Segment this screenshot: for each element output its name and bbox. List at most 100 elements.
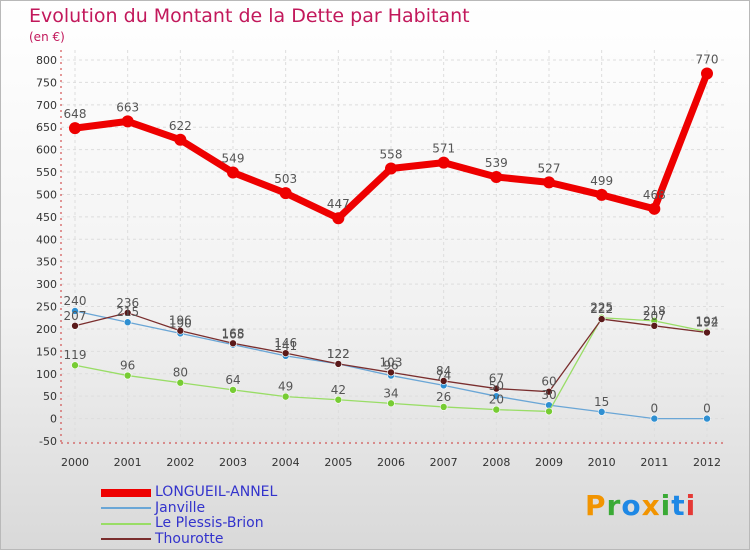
data-label: 96 (383, 359, 398, 373)
data-label: 165 (222, 328, 245, 342)
data-point (229, 386, 237, 394)
data-point (545, 407, 553, 416)
legend-label: Le Plessis-Brion (155, 515, 264, 531)
legend-swatch (101, 522, 151, 525)
data-label: 558 (380, 147, 403, 161)
data-point (387, 368, 395, 377)
data-label: 146 (274, 336, 297, 350)
data-label: 60 (541, 375, 556, 389)
data-label: 168 (222, 326, 245, 340)
data-point (492, 392, 501, 400)
data-label: 141 (274, 339, 297, 353)
data-point (648, 202, 661, 215)
data-point (650, 322, 659, 330)
data-label: 499 (590, 174, 613, 188)
y-tick-label: 350 (36, 256, 57, 269)
x-tick-label: 2011 (640, 456, 668, 469)
y-tick-label: 500 (36, 188, 57, 201)
data-point (71, 361, 79, 370)
data-label: 67 (489, 372, 504, 386)
data-label: 20 (489, 393, 504, 407)
x-tick-label: 2000 (61, 456, 89, 469)
data-point (334, 360, 343, 368)
proxiti-logo: Proxiti (585, 489, 696, 522)
x-tick-label: 2007 (430, 456, 458, 469)
data-label: 622 (169, 119, 192, 133)
data-label: 648 (64, 107, 87, 121)
data-point (71, 322, 79, 330)
data-point (334, 395, 343, 404)
data-point (387, 399, 395, 408)
legend-label: Janville (155, 499, 206, 516)
data-label: 64 (225, 373, 240, 387)
data-point (597, 408, 606, 416)
chart-title: Evolution du Montant de la Dette par Hab… (29, 5, 470, 27)
y-tick-label: 800 (36, 54, 57, 67)
logo-letter: i (660, 489, 672, 522)
y-tick-label: 650 (36, 121, 57, 134)
legend-item: Janville (101, 499, 277, 517)
y-tick-label: 100 (36, 368, 57, 381)
data-point (650, 414, 659, 423)
data-label: 103 (380, 355, 403, 369)
legend-swatch (101, 488, 151, 497)
data-label: 190 (169, 316, 192, 330)
data-point (174, 133, 187, 146)
logo-letter: o (621, 489, 642, 522)
data-label: 50 (489, 379, 504, 393)
data-point (543, 176, 555, 189)
data-point (439, 377, 448, 385)
data-label: 236 (116, 296, 139, 310)
legend-label: Thourotte (155, 530, 224, 547)
y-tick-label: 150 (36, 345, 57, 358)
y-tick-label: 550 (36, 166, 57, 179)
data-point (123, 318, 132, 327)
data-point (281, 392, 290, 401)
y-tick-label: 750 (36, 76, 57, 89)
y-tick-label: -50 (39, 435, 57, 448)
legend-item: Thourotte (101, 530, 277, 548)
y-tick-label: 300 (36, 278, 57, 291)
data-label: 218 (643, 304, 666, 318)
data-point (123, 371, 132, 380)
data-label: 663 (116, 100, 139, 114)
data-label: 26 (436, 390, 451, 404)
data-label: 0 (703, 402, 711, 416)
data-point (227, 166, 239, 179)
data-label: 571 (432, 142, 455, 156)
data-label: 215 (116, 305, 139, 319)
data-label: 225 (590, 301, 613, 315)
data-label: 30 (541, 388, 556, 402)
logo-letter: t (671, 489, 686, 522)
data-label: 549 (222, 152, 245, 166)
line-chart: -500501001502002503003504004505005506006… (36, 50, 726, 469)
data-point (439, 403, 448, 411)
chart-subtitle: (en €) (29, 30, 65, 44)
data-point (123, 309, 132, 317)
data-label: 207 (64, 309, 87, 323)
data-point (332, 212, 345, 225)
data-label: 96 (120, 359, 135, 373)
data-label: 15 (594, 395, 609, 409)
x-tick-label: 2012 (693, 456, 721, 469)
data-point (121, 115, 134, 128)
x-tick-label: 2009 (535, 456, 563, 469)
y-tick-label: 0 (50, 413, 57, 426)
logo-letter: r (606, 489, 622, 522)
x-tick-label: 2002 (166, 456, 194, 469)
data-point (437, 156, 450, 169)
data-label: 222 (590, 302, 613, 316)
y-tick-label: 50 (43, 390, 57, 403)
x-tick-label: 2003 (219, 456, 247, 469)
data-point (703, 328, 711, 337)
legend-swatch (101, 538, 151, 541)
x-tick-label: 2001 (114, 456, 142, 469)
legend-item: Le Plessis-Brion (101, 515, 277, 532)
legend-swatch (101, 507, 151, 510)
data-label: 447 (327, 197, 350, 211)
data-label: 122 (327, 347, 350, 361)
data-point (597, 315, 606, 323)
data-point (176, 378, 185, 387)
data-label: 122 (327, 347, 350, 361)
x-tick-label: 2004 (272, 456, 300, 469)
